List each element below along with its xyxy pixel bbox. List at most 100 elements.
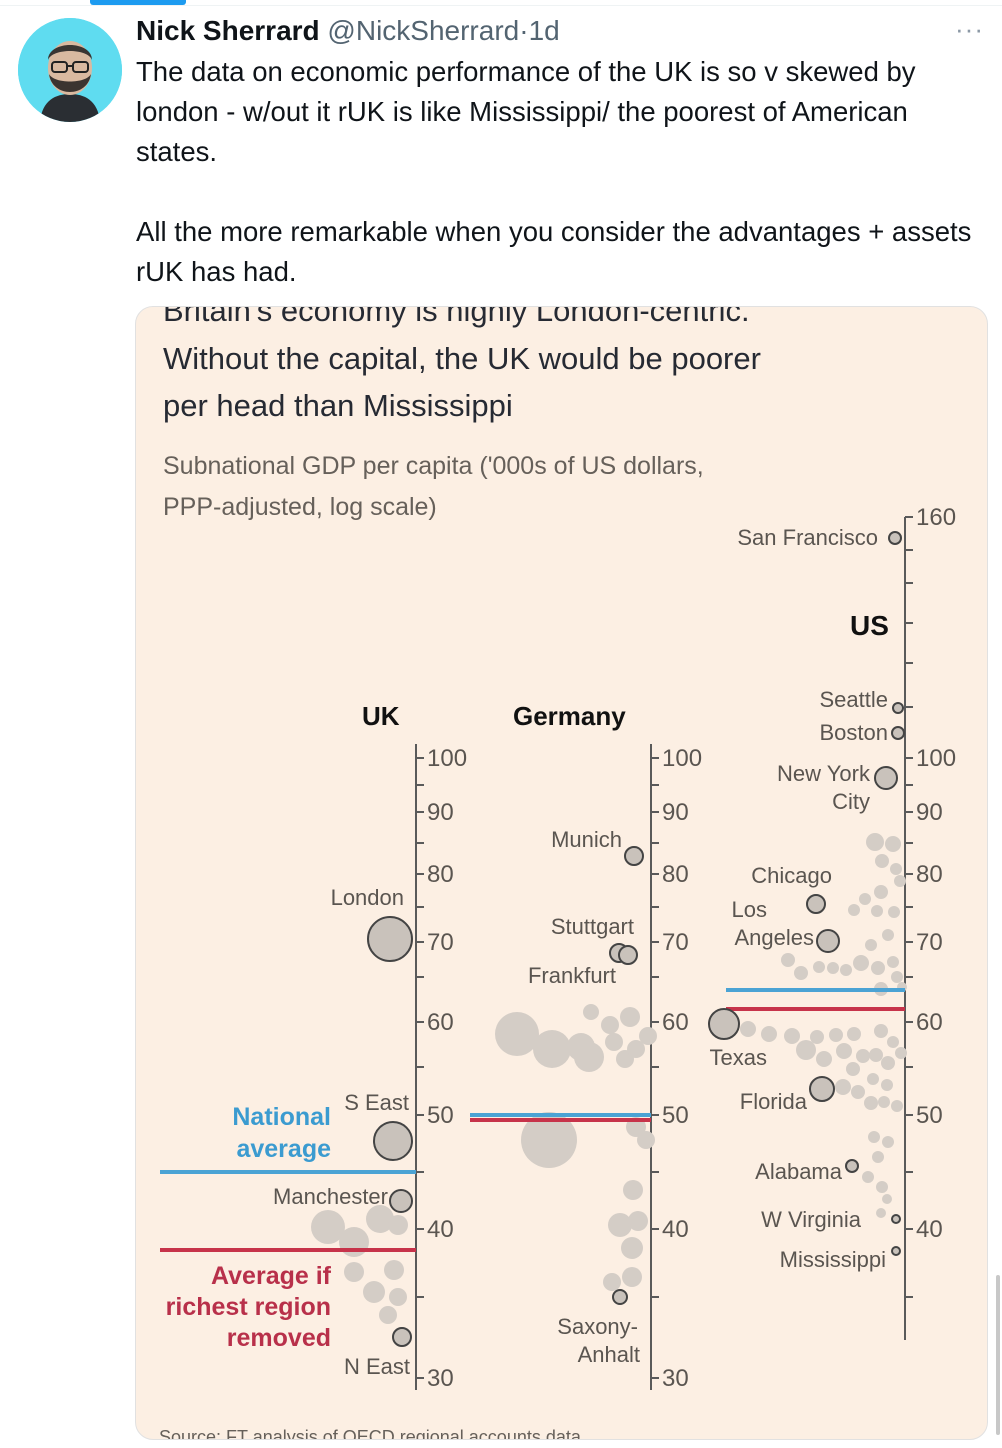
region-bubble: [366, 1205, 394, 1233]
saxony-anhalt-point: [612, 1289, 628, 1305]
region-bubble: [311, 1210, 345, 1244]
label-w-virginia: W Virginia: [761, 1207, 862, 1232]
axis-tick-label: 40: [916, 1216, 943, 1243]
chart-image-card[interactable]: Britain's economy is highly London-centr…: [135, 306, 988, 1440]
axis-tick-label: 80: [662, 861, 689, 888]
axis-tick-label: 90: [662, 799, 689, 826]
legend-removed-line-2: richest region: [166, 1293, 331, 1321]
region-bubble: [796, 1040, 816, 1060]
label-manchester: Manchester: [273, 1184, 388, 1209]
region-bubble: [784, 1028, 800, 1044]
chart-title-line-3: per head than Mississippi: [163, 388, 513, 423]
region-bubble: [533, 1030, 571, 1068]
region-bubble: [871, 905, 883, 917]
chart-title-line-2: Without the capital, the UK would be poo…: [163, 341, 761, 376]
region-bubble: [856, 1049, 870, 1063]
munich-point: [624, 846, 644, 866]
axis-tick-label: 60: [662, 1009, 689, 1036]
region-bubble: [835, 1079, 851, 1095]
axis-tick-label: 50: [916, 1102, 943, 1129]
region-bubble: [813, 961, 825, 973]
region-bubble: [881, 1056, 895, 1070]
chart-title-partial: Britain's economy is highly London-centr…: [163, 307, 750, 328]
label-mississippi: Mississippi: [780, 1247, 886, 1272]
uk-axis-ticks: 100 90 80 70 60 50 40 30: [416, 745, 467, 1392]
region-bubble: [521, 1112, 577, 1168]
highlighted-regions: [367, 531, 905, 1347]
region-bubble: [872, 1151, 884, 1163]
label-n-east: N East: [344, 1354, 410, 1379]
region-bubble: [363, 1281, 385, 1303]
axis-tick-label: 70: [662, 929, 689, 956]
label-s-east: S East: [344, 1090, 409, 1115]
region-bubble: [848, 904, 860, 916]
region-bubble: [622, 1267, 642, 1287]
s-east-point: [373, 1121, 413, 1161]
author-name[interactable]: Nick Sherrard: [136, 15, 320, 46]
region-bubble: [887, 956, 899, 968]
region-bubble: [829, 1028, 843, 1042]
tweet-timestamp[interactable]: 1d: [528, 15, 560, 46]
germany-axis-ticks: 100 90 80 70 60 50 40 30: [651, 745, 702, 1392]
label-new-york-1: New York: [777, 761, 871, 786]
n-east-point: [392, 1327, 412, 1347]
region-bubble: [894, 875, 906, 887]
region-bubble: [874, 1024, 888, 1038]
axis-tick-label: 70: [427, 929, 454, 956]
chart-subtitle-line-1: Subnational GDP per capita ('000s of US …: [163, 452, 704, 480]
label-new-york-2: City: [832, 789, 870, 814]
axis-tick-label: 40: [427, 1216, 454, 1243]
region-bubble: [882, 929, 894, 941]
chart-svg: Britain's economy is highly London-centr…: [159, 307, 956, 1439]
group-label-germany: Germany: [513, 701, 626, 731]
chicago-point: [806, 894, 826, 914]
region-bubble: [876, 1181, 888, 1193]
label-chicago: Chicago: [751, 863, 832, 888]
label-los-angeles-1: Los: [732, 897, 767, 922]
author-avatar[interactable]: [18, 18, 122, 122]
axis-tick-label: 80: [916, 861, 943, 888]
label-stuttgart: Stuttgart: [551, 914, 634, 939]
region-bubble: [601, 1016, 619, 1034]
region-bubble: [583, 1004, 599, 1020]
region-bubble: [887, 1036, 899, 1048]
new-york-point: [874, 766, 898, 790]
us-axis-ticks: 160 100 90 80 70 60 50 40: [905, 504, 956, 1298]
axis-tick-label: 90: [916, 799, 943, 826]
region-bubble: [620, 1007, 640, 1027]
label-los-angeles-2: Angeles: [734, 925, 814, 950]
label-alabama: Alabama: [755, 1159, 843, 1184]
region-bubble: [608, 1213, 632, 1237]
region-bubble: [384, 1260, 404, 1280]
region-bubble: [794, 966, 808, 980]
region-bubble: [388, 1215, 408, 1235]
group-label-us: US: [850, 610, 889, 641]
axis-tick-label: 160: [916, 504, 956, 531]
more-options-icon[interactable]: ···: [955, 14, 984, 44]
region-bubble: [623, 1180, 643, 1200]
region-bubble: [810, 1030, 824, 1044]
alabama-point: [845, 1159, 859, 1173]
page-scrollbar[interactable]: [996, 1275, 1000, 1435]
region-bubble: [851, 1085, 865, 1099]
avatar-illustration: [18, 18, 122, 122]
region-bubble: [895, 1047, 907, 1059]
legend-national-line-2: average: [236, 1135, 331, 1163]
region-bubble: [871, 961, 885, 975]
chart-subtitle-line-2: PPP-adjusted, log scale): [163, 493, 437, 521]
label-saxony-1: Saxony-: [557, 1314, 638, 1339]
author-handle[interactable]: @NickSherrard: [327, 15, 520, 46]
region-bubble: [888, 906, 900, 918]
legend-national-line-1: National: [232, 1103, 331, 1131]
region-bubble: [874, 885, 888, 899]
region-bubble: [389, 1288, 407, 1306]
label-san-francisco: San Francisco: [737, 525, 878, 550]
region-bubble: [827, 962, 839, 974]
region-bubble: [876, 1208, 886, 1218]
region-bubble: [864, 1096, 878, 1110]
legend-removed-line-1: Average if: [211, 1262, 332, 1290]
group-label-uk: UK: [362, 701, 400, 731]
label-saxony-2: Anhalt: [578, 1342, 640, 1367]
tweet-text: The data on economic performance of the …: [136, 52, 986, 292]
region-bubble: [740, 1021, 756, 1037]
